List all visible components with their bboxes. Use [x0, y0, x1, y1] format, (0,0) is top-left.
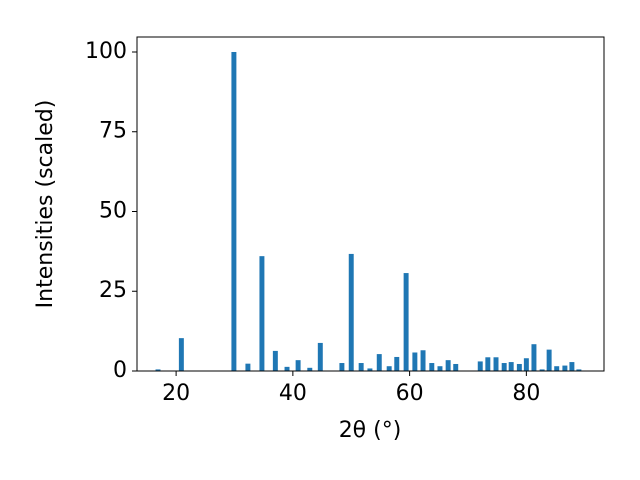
y-tick-label: 0: [113, 358, 127, 383]
bar: [386, 366, 392, 371]
y-tick-label: 25: [99, 278, 127, 303]
bar: [412, 352, 418, 371]
bar: [562, 365, 568, 371]
x-axis-label: 2θ (°): [339, 418, 402, 443]
bar: [576, 369, 582, 371]
bar: [429, 363, 435, 371]
bar: [284, 366, 290, 371]
bar: [178, 338, 184, 371]
y-tick-label: 50: [99, 198, 127, 223]
bar: [485, 357, 491, 371]
bar: [420, 350, 426, 371]
bar: [367, 368, 373, 371]
x-tick-label: 20: [162, 381, 190, 406]
bar: [259, 256, 265, 371]
bar: [245, 363, 251, 371]
plot-frame: [136, 36, 605, 372]
bar: [231, 51, 237, 371]
bar: [477, 361, 483, 371]
bar: [508, 362, 514, 371]
bar: [403, 273, 409, 371]
bar: [493, 357, 499, 371]
bar: [437, 366, 443, 371]
y-tick-label: 75: [99, 119, 127, 144]
bar: [516, 363, 522, 371]
bar: [307, 367, 313, 371]
bar: [155, 369, 161, 371]
bar: [523, 358, 529, 371]
bar: [501, 363, 507, 371]
bar: [531, 344, 537, 371]
bar: [539, 369, 545, 371]
bar: [376, 354, 382, 371]
bar: [317, 342, 323, 371]
y-tick-label: 100: [85, 39, 127, 64]
bar: [394, 356, 400, 371]
x-tick-label: 40: [279, 381, 307, 406]
bar: [569, 362, 575, 371]
x-tick-label: 60: [396, 381, 424, 406]
bar: [445, 360, 451, 371]
bar: [339, 363, 345, 371]
bar: [358, 363, 364, 371]
bar: [272, 350, 278, 371]
bar: [295, 360, 301, 371]
x-tick-label: 80: [512, 381, 540, 406]
y-axis-label: Intensities (scaled): [33, 100, 58, 309]
bar: [348, 253, 354, 371]
bar: [546, 349, 552, 371]
bar: [453, 363, 459, 371]
bar: [554, 366, 560, 371]
